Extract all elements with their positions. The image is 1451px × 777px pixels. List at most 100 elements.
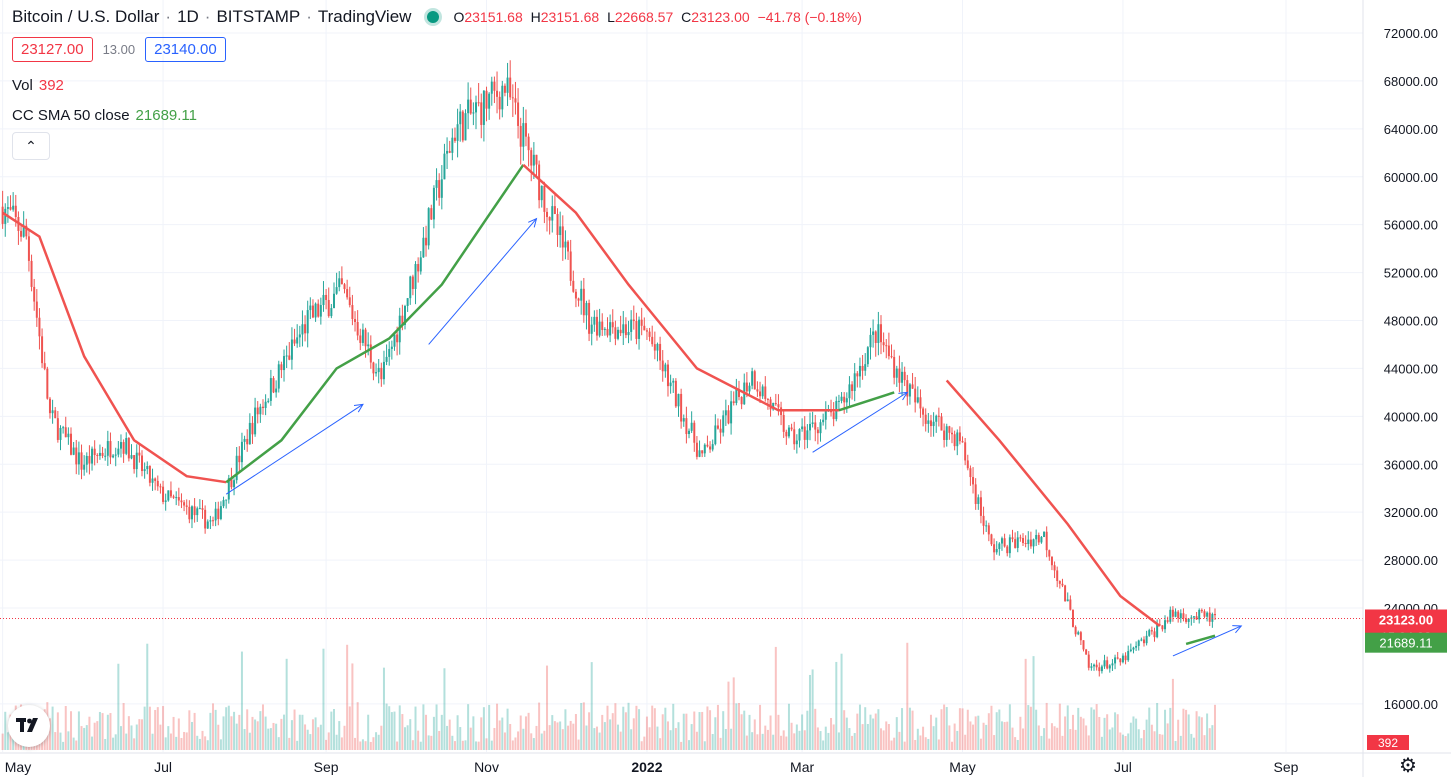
candle-body [41, 336, 44, 364]
candle-body [598, 321, 601, 336]
volume-bar [1087, 735, 1090, 750]
volume-bar [409, 719, 412, 750]
candle-body [130, 455, 133, 459]
collapse-legend-button[interactable]: ⌃ [12, 132, 50, 160]
candle-body [77, 452, 80, 465]
candle-body [906, 380, 909, 397]
candle-body [919, 397, 922, 409]
volume-bar [953, 723, 956, 750]
candle-body [751, 371, 754, 386]
volume-bar [882, 730, 885, 750]
candle-body [1085, 649, 1088, 655]
volume-bar [740, 714, 743, 750]
trend-arrow [428, 218, 537, 345]
sell-button[interactable]: 23127.00 [12, 37, 93, 62]
interval-label[interactable]: 1D [177, 7, 199, 26]
candle-body [716, 425, 719, 429]
volume-bar [1108, 729, 1111, 750]
volume-bar [1008, 704, 1011, 750]
candle-body [475, 102, 478, 113]
candle-body [969, 468, 972, 478]
volume-bar [396, 741, 399, 750]
volume-bar [559, 721, 562, 750]
tradingview-logo[interactable] [8, 705, 50, 747]
volume-bar [359, 741, 362, 750]
volume-bar [390, 712, 393, 750]
volume-bar [335, 734, 338, 750]
candle-body [527, 136, 530, 151]
candle-body [1111, 663, 1114, 666]
trend-arrow [225, 403, 364, 495]
candle-body [719, 428, 722, 433]
candle-body [1098, 667, 1101, 672]
volume-bar [1135, 718, 1138, 750]
volume-bar [787, 703, 790, 750]
buy-button[interactable]: 23140.00 [145, 37, 226, 62]
candle-body [590, 324, 593, 334]
sma-badge [1365, 632, 1447, 653]
volume-bar [351, 663, 354, 750]
candle-body [822, 419, 825, 423]
volume-bar [1127, 733, 1130, 750]
volume-bar [669, 730, 672, 750]
sma-legend[interactable]: CC SMA 50 close 21689.11 [12, 107, 197, 124]
candle-body [1027, 539, 1030, 545]
volume-bar [453, 741, 456, 750]
volume-bar [117, 663, 120, 750]
candle-body [732, 401, 735, 403]
candle-body [446, 150, 449, 154]
candle-body [1095, 664, 1098, 668]
candle-body [1179, 613, 1182, 619]
volume-bar [895, 717, 898, 750]
candle-body [640, 319, 643, 326]
volume-bar [406, 725, 409, 750]
candle-body [409, 276, 412, 299]
candle-body [1106, 660, 1109, 669]
candle-body [801, 426, 804, 430]
volume-legend[interactable]: Vol 392 [12, 77, 64, 94]
candle-body [219, 506, 222, 520]
candle-body [172, 496, 175, 498]
volume-bar [364, 741, 367, 750]
time-axis-label: May [5, 759, 31, 775]
candle-body [748, 385, 751, 392]
volume-bar [1179, 735, 1182, 750]
candle-body [1198, 609, 1201, 620]
gear-icon[interactable]: ⚙ [1399, 755, 1417, 777]
candle-body [724, 410, 727, 416]
candle-body [114, 454, 117, 456]
candle-body [148, 465, 151, 483]
candle-body [856, 373, 859, 377]
symbol-name[interactable]: Bitcoin / U.S. Dollar [12, 7, 160, 26]
volume-bar [246, 709, 249, 750]
candle-body [1103, 660, 1106, 667]
volume-bar [1158, 734, 1161, 750]
candle-body [877, 324, 880, 343]
candle-body [519, 125, 522, 147]
candle-body [235, 455, 238, 481]
volume-bar [595, 726, 598, 750]
market-status-icon[interactable] [427, 11, 440, 23]
volume-bar [346, 644, 349, 750]
candle-body [319, 305, 322, 317]
volume-bar [561, 729, 564, 750]
candle-body [440, 179, 443, 198]
volume-bar [411, 740, 414, 750]
volume-bar [540, 733, 543, 750]
volume-bar [4, 711, 7, 750]
candle-body [903, 371, 906, 381]
volume-bar [538, 702, 541, 750]
candle-body [761, 386, 764, 397]
volume-bar [964, 734, 967, 750]
candle-body [701, 450, 704, 454]
price-axis-label: 36000.00 [1384, 457, 1438, 472]
candle-body [122, 442, 125, 454]
candle-body [314, 303, 317, 318]
price-axis-label: 28000.00 [1384, 553, 1438, 568]
candle-body [908, 384, 911, 397]
volume-bar [480, 717, 483, 750]
candle-body [430, 208, 433, 220]
volume-bar [614, 703, 617, 750]
candle-body [619, 329, 622, 334]
